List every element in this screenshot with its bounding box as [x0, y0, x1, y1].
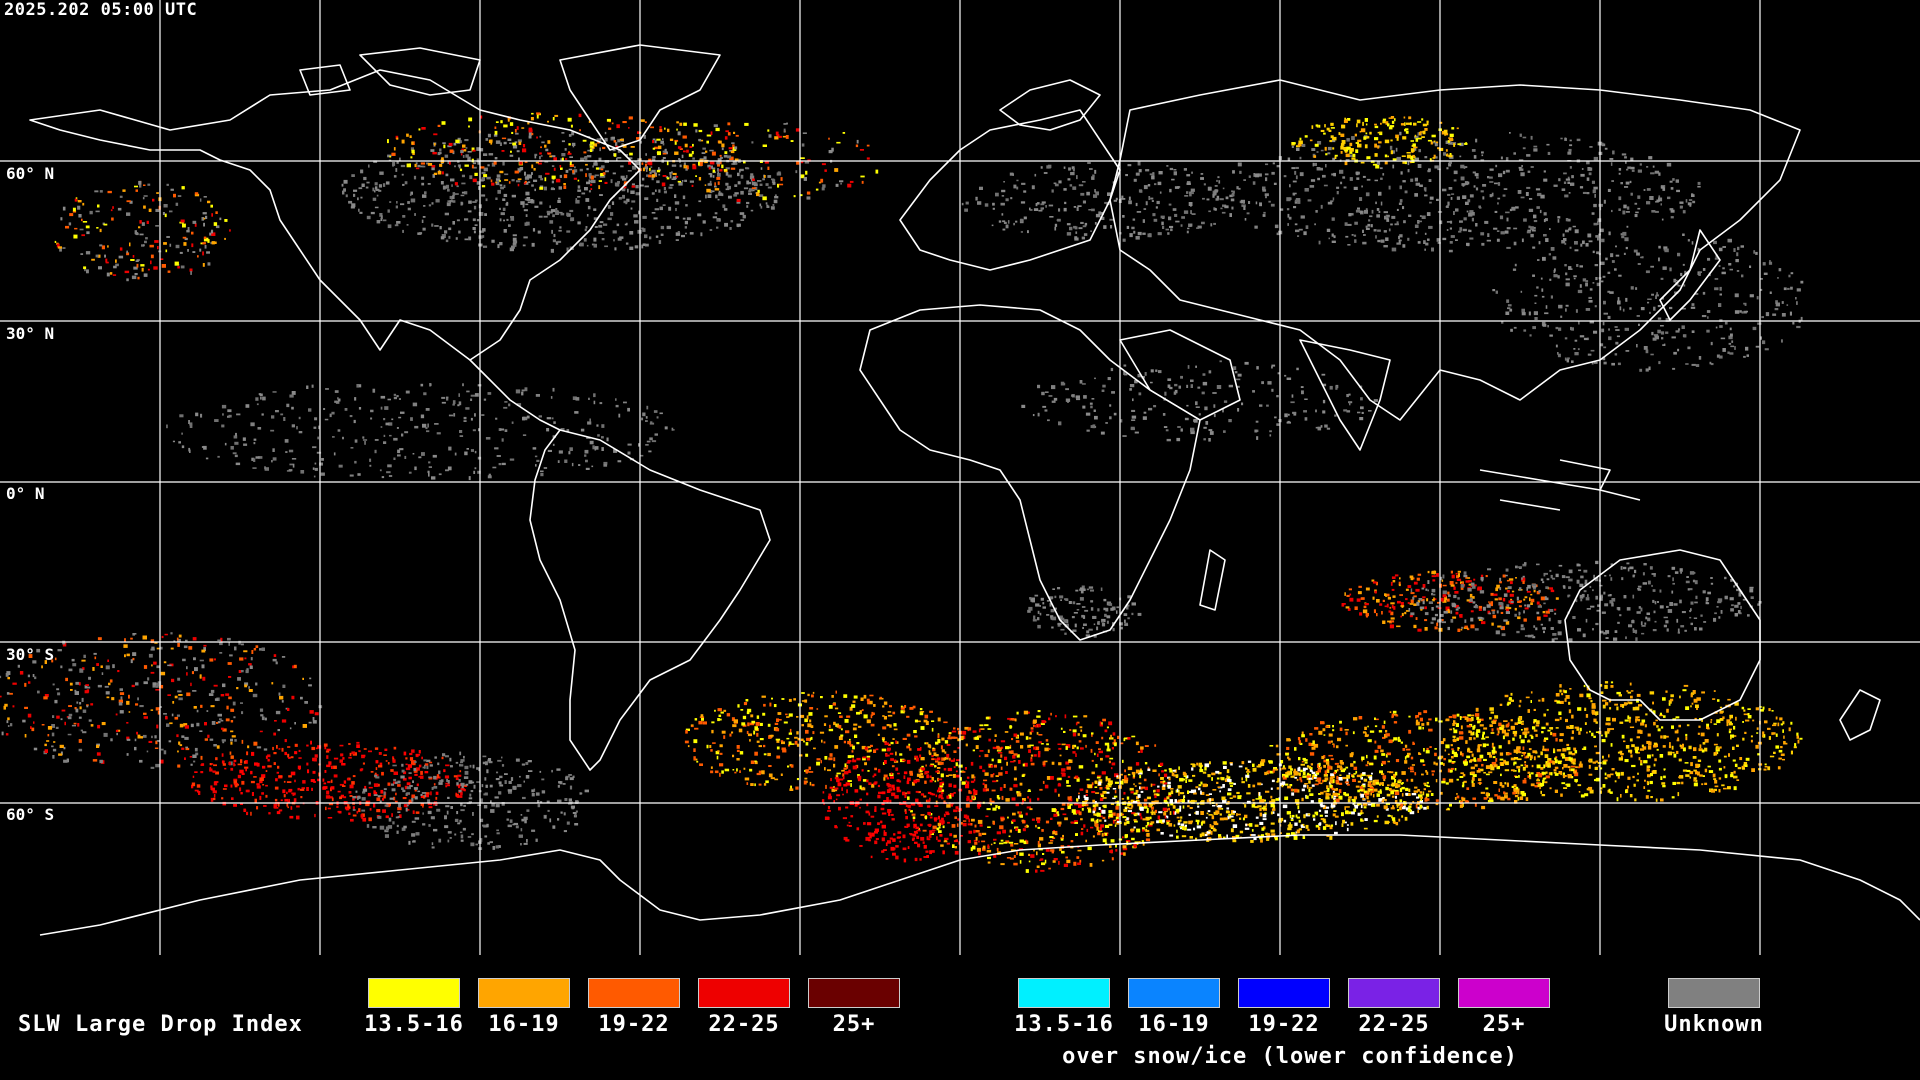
label-22-25: 22-25	[708, 1012, 780, 1037]
coast-south-america	[529, 429, 771, 771]
swatch-22-25	[698, 978, 790, 1008]
swatch-snow-22-25	[1348, 978, 1440, 1008]
label-snow-25-plus: 25+	[1482, 1012, 1526, 1037]
coast-greenland	[559, 44, 721, 151]
coast-arabia	[1119, 329, 1241, 421]
label-16-19: 16-19	[488, 1012, 560, 1037]
coast-north-america	[29, 69, 641, 361]
timestamp: 2025.202 05:00 UTC	[4, 0, 198, 20]
coast-new-zealand	[1839, 689, 1881, 741]
lat-label-30n: 30° N	[6, 324, 55, 343]
slw-map: 2025.202 05:00 UTC 60° N 30° N 0° N 30° …	[0, 0, 1920, 955]
coast-india	[1299, 339, 1391, 451]
coast-europe	[899, 109, 1121, 271]
coastlines	[29, 44, 1920, 936]
swatch-unknown	[1668, 978, 1760, 1008]
legend-title: SLW Large Drop Index	[18, 1012, 303, 1037]
label-snow-19-22: 19-22	[1248, 1012, 1320, 1037]
lat-label-60s: 60° S	[6, 805, 55, 824]
snow-ice-caption: over snow/ice (lower confidence)	[1062, 1044, 1518, 1069]
lat-lon-grid	[0, 0, 1920, 955]
lat-label-30s: 30° S	[6, 645, 55, 664]
label-13-5-16: 13.5-16	[364, 1012, 464, 1037]
swatch-snow-19-22	[1238, 978, 1330, 1008]
coast-canada-islands	[299, 47, 481, 96]
swatch-snow-13-5-16	[1018, 978, 1110, 1008]
coast-asia	[1109, 79, 1801, 421]
coast-indonesia	[1479, 459, 1641, 511]
label-snow-16-19: 16-19	[1138, 1012, 1210, 1037]
coast-central-america	[469, 359, 561, 431]
cloud-fields	[0, 112, 1804, 873]
coast-australia	[1564, 549, 1761, 721]
swatch-25-plus	[808, 978, 900, 1008]
label-snow-22-25: 22-25	[1358, 1012, 1430, 1037]
swatch-snow-25-plus	[1458, 978, 1550, 1008]
lat-label-0n: 0° N	[6, 484, 45, 503]
coast-madagascar	[1199, 549, 1226, 611]
lat-label-60n: 60° N	[6, 164, 55, 183]
coast-scandinavia	[999, 79, 1101, 131]
label-unknown: Unknown	[1664, 1012, 1764, 1037]
swatch-16-19	[478, 978, 570, 1008]
label-19-22: 19-22	[598, 1012, 670, 1037]
label-25-plus: 25+	[832, 1012, 876, 1037]
coast-japan	[1659, 229, 1721, 321]
legend: SLW Large Drop Index 13.5-16 16-19 19-22…	[0, 960, 1920, 1080]
label-snow-13-5-16: 13.5-16	[1014, 1012, 1114, 1037]
swatch-13-5-16	[368, 978, 460, 1008]
coast-antarctica	[39, 834, 1920, 936]
swatch-snow-16-19	[1128, 978, 1220, 1008]
map-canvas	[0, 0, 1920, 955]
swatch-19-22	[588, 978, 680, 1008]
coast-africa	[859, 304, 1201, 641]
